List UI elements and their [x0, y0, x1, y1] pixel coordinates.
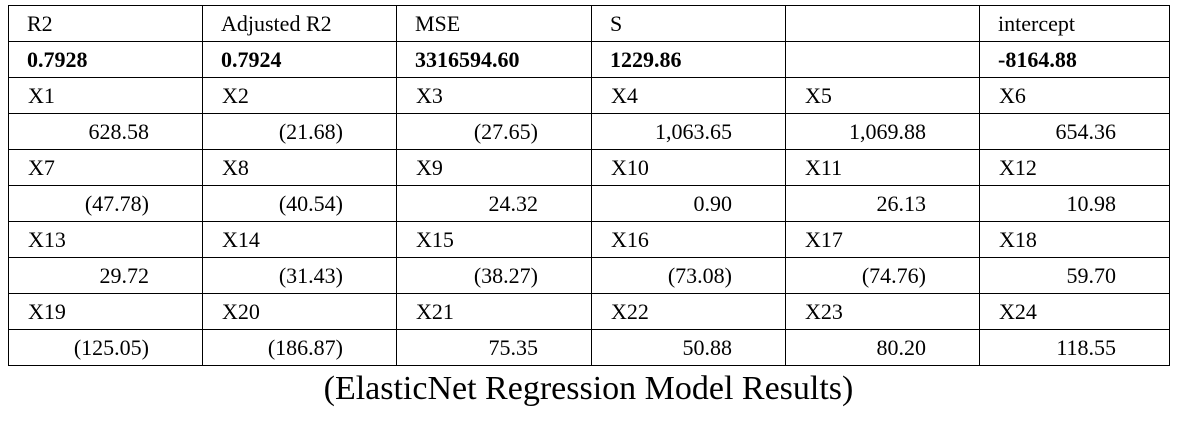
variable-name-cell: X10 — [591, 149, 786, 186]
variable-name-cell: X5 — [785, 77, 980, 114]
variable-name-cell: X18 — [979, 221, 1170, 258]
metric-header-cell: R2 — [8, 5, 203, 42]
variable-name-cell: X13 — [8, 221, 203, 258]
variable-name-cell: X14 — [202, 221, 397, 258]
variable-name-cell: X2 — [202, 77, 397, 114]
coefficient-cell: 26.13 — [785, 185, 980, 222]
variable-name-cell: X17 — [785, 221, 980, 258]
variable-name-cell: X24 — [979, 293, 1170, 330]
coefficient-cell: 24.32 — [396, 185, 592, 222]
metric-header-cell — [785, 5, 980, 42]
coefficient-cell: 29.72 — [8, 257, 203, 294]
variable-name-cell: X23 — [785, 293, 980, 330]
variable-name-row: X1 X2 X3 X4 X5 X6 — [8, 77, 1170, 114]
coefficient-cell: (125.05) — [8, 329, 203, 366]
coefficient-cell: (74.76) — [785, 257, 980, 294]
coefficient-cell: (73.08) — [591, 257, 786, 294]
variable-name-cell: X22 — [591, 293, 786, 330]
coefficient-cell: (21.68) — [202, 113, 397, 150]
coefficient-cell: 628.58 — [8, 113, 203, 150]
metric-header-cell: intercept — [979, 5, 1170, 42]
coefficient-cell: 1,069.88 — [785, 113, 980, 150]
coefficient-row: 628.58 (21.68) (27.65) 1,063.65 1,069.88 654.… — [8, 113, 1170, 150]
variable-name-cell: X3 — [396, 77, 592, 114]
variable-name-cell: X1 — [8, 77, 203, 114]
metric-value-cell: 1229.86 — [591, 41, 786, 78]
variable-name-cell: X19 — [8, 293, 203, 330]
coefficient-cell: (31.43) — [202, 257, 397, 294]
variable-name-cell: X21 — [396, 293, 592, 330]
coefficient-row: (47.78) (40.54) 24.32 0.90 26.13 10.98 — [8, 185, 1170, 222]
variable-name-row: X7 X8 X9 X10 X11 X12 — [8, 149, 1170, 186]
coefficient-row: 29.72 (31.43) (38.27) (73.08) (74.76) 59.70 — [8, 257, 1170, 294]
variable-name-cell: X20 — [202, 293, 397, 330]
variable-name-cell: X7 — [8, 149, 203, 186]
coefficient-cell: 1,063.65 — [591, 113, 786, 150]
variable-name-cell: X6 — [979, 77, 1170, 114]
metric-value-cell: 0.7924 — [202, 41, 397, 78]
metric-value-cell: -8164.88 — [979, 41, 1170, 78]
variable-name-cell: X9 — [396, 149, 592, 186]
variable-name-row: X13 X14 X15 X16 X17 X18 — [8, 221, 1170, 258]
coefficient-cell: 10.98 — [979, 185, 1170, 222]
coefficient-cell: (186.87) — [202, 329, 397, 366]
metric-value-cell: 0.7928 — [8, 41, 203, 78]
coefficient-cell: (27.65) — [396, 113, 592, 150]
metric-header-cell: Adjusted R2 — [202, 5, 397, 42]
metric-value-cell — [785, 41, 980, 78]
coefficient-cell: 0.90 — [591, 185, 786, 222]
coefficient-cell: 59.70 — [979, 257, 1170, 294]
coefficient-cell: 50.88 — [591, 329, 786, 366]
coefficient-cell: 654.36 — [979, 113, 1170, 150]
variable-name-row: X19 X20 X21 X22 X23 X24 — [8, 293, 1170, 330]
coefficient-row: (125.05) (186.87) 75.35 50.88 80.20 118.55 — [8, 329, 1170, 366]
variable-name-cell: X8 — [202, 149, 397, 186]
coefficient-cell: 118.55 — [979, 329, 1170, 366]
variable-name-cell: X11 — [785, 149, 980, 186]
coefficient-cell: (38.27) — [396, 257, 592, 294]
variable-name-cell: X16 — [591, 221, 786, 258]
coefficient-cell: (40.54) — [202, 185, 397, 222]
coefficient-cell: (47.78) — [8, 185, 203, 222]
coefficient-cell: 80.20 — [785, 329, 980, 366]
coefficient-cell: 75.35 — [396, 329, 592, 366]
variable-name-cell: X4 — [591, 77, 786, 114]
metric-header-cell: S — [591, 5, 786, 42]
metric-value-row: 0.7928 0.7924 3316594.60 1229.86 -8164.88 — [8, 41, 1170, 78]
variable-name-cell: X12 — [979, 149, 1170, 186]
table-caption: (ElasticNet Regression Model Results) — [323, 370, 854, 407]
metric-header-cell: MSE — [396, 5, 592, 42]
variable-name-cell: X15 — [396, 221, 592, 258]
metric-value-cell: 3316594.60 — [396, 41, 592, 78]
